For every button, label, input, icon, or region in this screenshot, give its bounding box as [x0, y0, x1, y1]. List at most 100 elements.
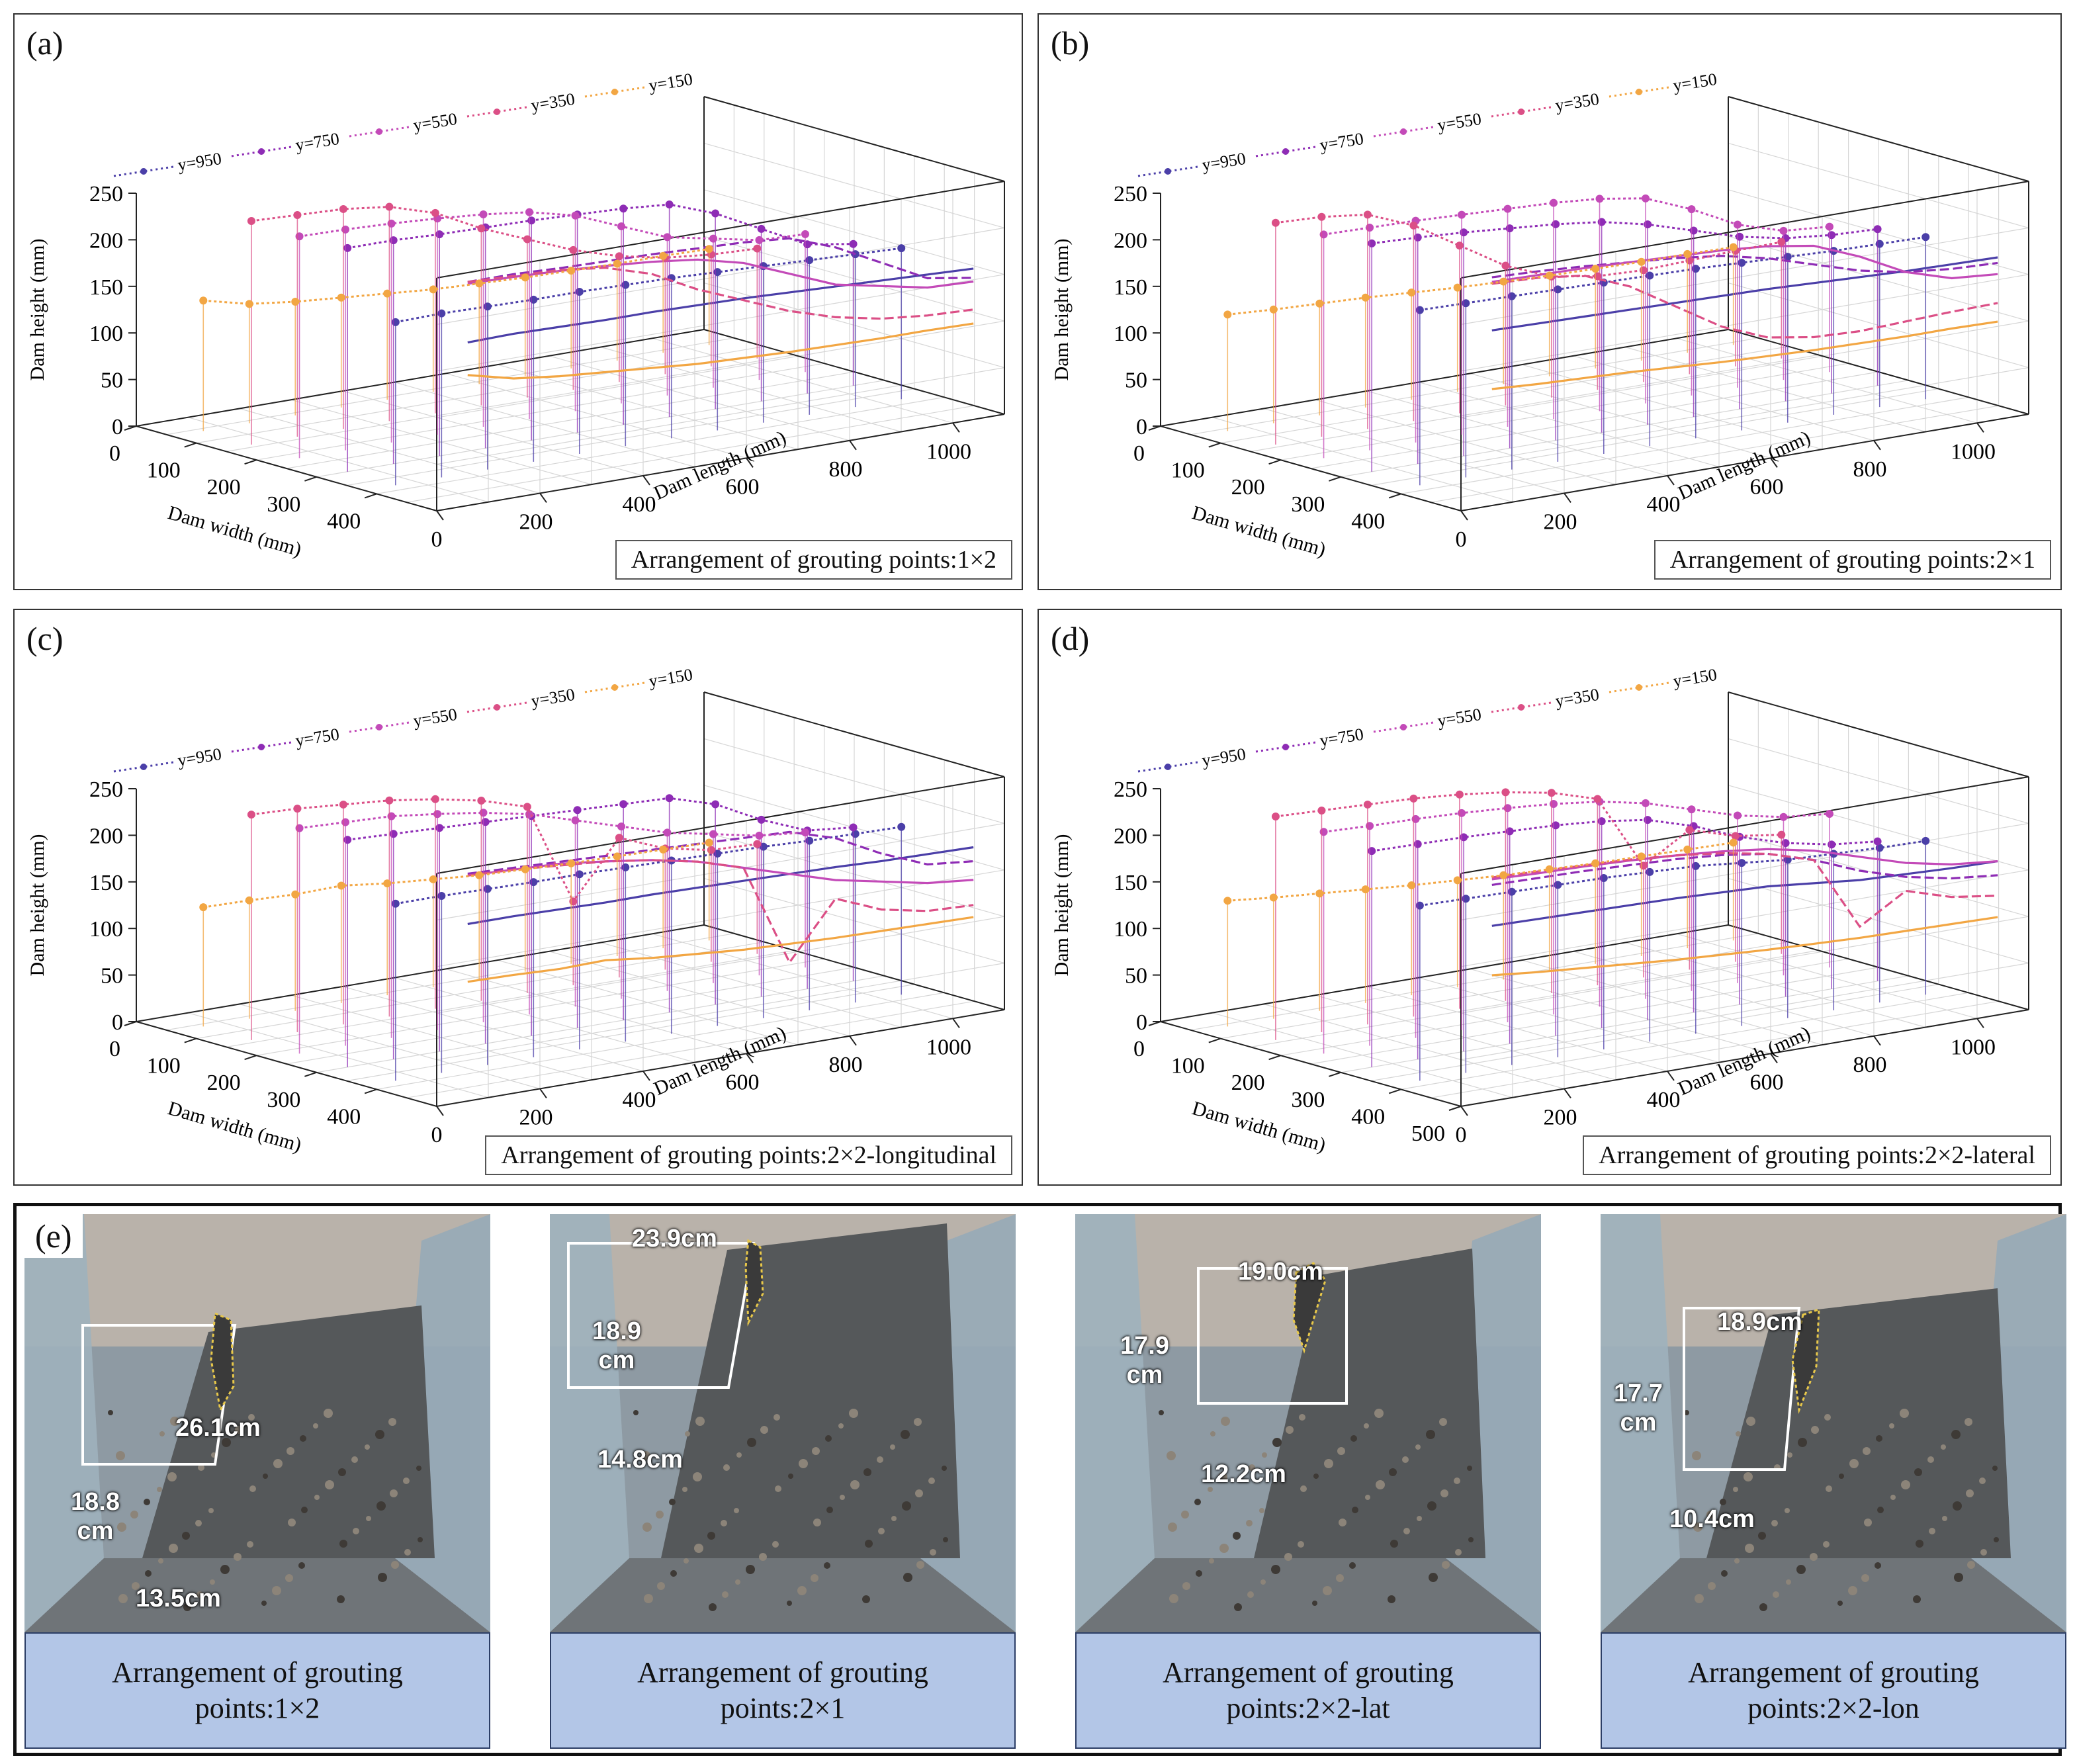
data-point	[1361, 293, 1370, 302]
data-point	[291, 890, 300, 899]
photo-2x2-lat: 19.0cm 17.9 cm 12.2cm Arrangement of gro…	[1075, 1214, 1541, 1749]
x-tick-label: 500	[1411, 1122, 1445, 1146]
y-tick	[1770, 457, 1778, 468]
gravel-stone	[1773, 1591, 1779, 1598]
data-point	[1641, 194, 1650, 202]
data-point	[383, 289, 392, 298]
data-point	[1499, 871, 1508, 879]
gridline	[1431, 405, 1999, 503]
axis-edge	[1460, 1009, 2029, 1107]
gravel-stone	[695, 1417, 705, 1426]
panel-caption: Arrangement of grouting points:2×1	[1654, 540, 2051, 580]
data-point	[663, 828, 672, 837]
data-point	[529, 878, 538, 887]
grid	[1160, 691, 2029, 1107]
gravel-stone	[337, 1595, 345, 1603]
data-point	[1873, 837, 1882, 846]
gravel-stone	[1403, 1528, 1410, 1534]
gravel-stone	[1427, 1501, 1436, 1511]
data-point	[1875, 240, 1884, 248]
data-point	[805, 836, 814, 845]
x-tick-label: 300	[267, 1088, 300, 1112]
x-tick	[304, 476, 317, 482]
gravel-stone	[1364, 1423, 1369, 1429]
gravel-stone	[914, 1418, 922, 1426]
z-tick-label: 250	[1114, 182, 1147, 206]
panel-label: (b)	[1051, 24, 1090, 62]
gravel-stone	[1826, 1485, 1832, 1492]
data-point	[619, 204, 628, 213]
data-point	[1505, 827, 1514, 836]
gridline	[436, 274, 1005, 372]
gravel-stone	[722, 1591, 728, 1598]
z-tick-label: 150	[1114, 275, 1147, 300]
gravel-stone	[1167, 1451, 1176, 1460]
gridline	[1341, 380, 1909, 478]
gridline	[1190, 337, 1759, 435]
legend-label: y=550	[1436, 705, 1482, 730]
gridline	[1460, 963, 2029, 1061]
legend-marker	[494, 109, 500, 115]
gravel-stone	[416, 1466, 421, 1471]
gridline	[316, 975, 885, 1073]
data-point	[617, 222, 625, 231]
data-point	[481, 818, 490, 826]
chart-panel-a: 0 50 100 150 200 250 Dam height (mm) 0 100 200 300…	[13, 13, 1023, 590]
y-tick-label: 0	[431, 527, 443, 552]
data-point	[1366, 224, 1374, 232]
data-point	[1317, 212, 1326, 221]
z-tick-label: 100	[89, 917, 123, 942]
data-point	[1921, 233, 1930, 242]
axis-edge	[1728, 924, 2029, 1010]
data-point	[1501, 788, 1510, 797]
grout-plume-outline	[744, 1239, 764, 1327]
y-tick	[1564, 1088, 1571, 1099]
z-tick-label: 0	[112, 415, 123, 439]
data-point	[1597, 817, 1606, 826]
x-tick-label: 100	[147, 1054, 181, 1079]
data-point	[529, 295, 538, 304]
data-point	[1683, 845, 1692, 854]
data-point	[1319, 230, 1328, 239]
flume-bed-water	[550, 1558, 1016, 1632]
gravel-stone	[375, 1430, 384, 1439]
y-tick-label: 600	[1750, 474, 1784, 499]
gravel-stone	[685, 1431, 690, 1436]
gravel-stone	[1350, 1435, 1357, 1442]
axis-edge	[136, 924, 705, 1022]
x-tick	[304, 1071, 317, 1077]
data-point	[575, 288, 584, 296]
photo-caption: Arrangement of grouting points:2×2-lat	[1075, 1632, 1541, 1749]
gravel-stone	[669, 1499, 676, 1505]
gravel-stone	[1979, 1477, 1986, 1484]
x-tick-label: 400	[327, 1104, 361, 1129]
gravel-stone	[1426, 1430, 1435, 1439]
data-point	[1644, 816, 1652, 824]
photo-2x1: 23.9cm 18.9 cm 14.8cm Arrangement of gro…	[550, 1214, 1016, 1749]
grout-plume-outline	[1791, 1307, 1820, 1414]
data-point	[429, 875, 437, 883]
gravel-stone	[942, 1466, 947, 1471]
gravel-stone	[1954, 1573, 1963, 1582]
gravel-stone	[1402, 1456, 1409, 1463]
legend-marker	[376, 724, 382, 730]
gravel-stone	[1440, 1489, 1448, 1497]
data-point	[1637, 852, 1646, 861]
gravel-stone	[1388, 1595, 1395, 1603]
y-tick	[1564, 492, 1571, 504]
gravel-stone	[210, 1579, 215, 1585]
gravel-stone	[1374, 1409, 1384, 1418]
photo-caption: Arrangement of grouting points:2×2-lon	[1601, 1632, 2066, 1749]
y-tick-label: 200	[1544, 509, 1577, 534]
gravel-stone	[1196, 1570, 1202, 1577]
legend-label: y=350	[1554, 685, 1600, 711]
gravel-stone	[1941, 1444, 1946, 1450]
z-tick-label: 200	[89, 228, 123, 253]
gravel-stone	[366, 1516, 371, 1521]
legend-label: y=750	[1318, 725, 1364, 750]
gridline	[286, 967, 855, 1065]
gravel-stone	[1417, 1516, 1422, 1521]
axis-edge	[1728, 96, 2029, 182]
gravel-stone	[1159, 1410, 1164, 1415]
y-tick-label: 400	[1647, 1088, 1681, 1112]
